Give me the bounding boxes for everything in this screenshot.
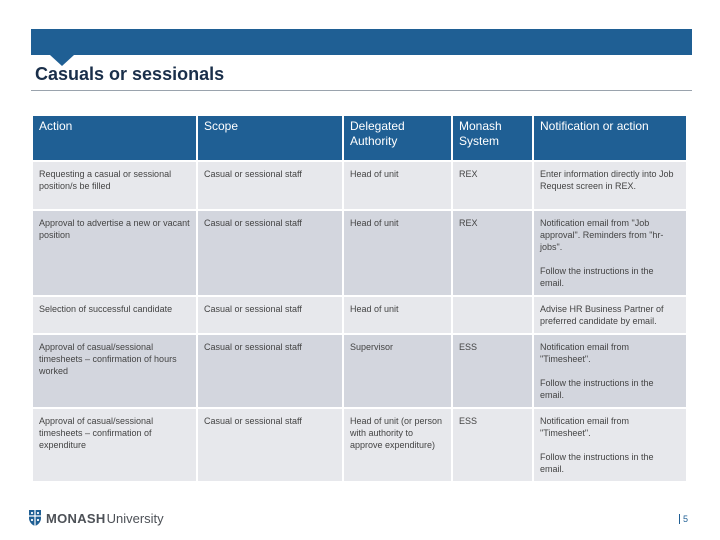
page-title: Casuals or sessionals xyxy=(35,64,225,84)
cell-scope: Casual or sessional staff xyxy=(196,295,344,335)
cell-notification: Advise HR Business Partner of preferred … xyxy=(532,295,688,335)
cell-authority: Head of unit xyxy=(342,160,453,211)
notification-instruction: Follow the instructions in the email. xyxy=(540,452,654,474)
cell-authority: Head of unit xyxy=(342,209,453,297)
notification-text: Enter information directly into Job Requ… xyxy=(540,169,674,191)
table-row: Approval of casual/sessional timesheets … xyxy=(31,407,688,483)
header-notification: Notification or action xyxy=(532,114,688,162)
header-bar xyxy=(31,29,692,55)
cell-authority: Head of unit (or person with authority t… xyxy=(342,407,453,483)
header-delegated-authority: Delegated Authority xyxy=(342,114,453,162)
cell-action: Approval to advertise a new or vacant po… xyxy=(31,209,198,297)
cell-notification: Notification email from "Timesheet". Fol… xyxy=(532,333,688,409)
cell-notification: Enter information directly into Job Requ… xyxy=(532,160,688,211)
notification-instruction: Follow the instructions in the email. xyxy=(540,378,654,400)
cell-authority: Supervisor xyxy=(342,333,453,409)
notification-text: Advise HR Business Partner of preferred … xyxy=(540,304,664,326)
cell-scope: Casual or sessional staff xyxy=(196,209,344,297)
table-row: Approval of casual/sessional timesheets … xyxy=(31,333,688,409)
logo-wordmark-monash: MONASH xyxy=(46,510,106,526)
cell-system: ESS xyxy=(451,407,534,483)
notification-text: Notification email from "Job approval". … xyxy=(540,218,664,252)
notification-text: Notification email from "Timesheet". xyxy=(540,342,630,364)
cell-system: REX xyxy=(451,209,534,297)
header-monash-system: Monash System xyxy=(451,114,534,162)
notification-text: Notification email from "Timesheet". xyxy=(540,416,630,438)
cell-action: Approval of casual/sessional timesheets … xyxy=(31,333,198,409)
header-notch xyxy=(50,55,74,66)
table-row: Selection of successful candidate Casual… xyxy=(31,295,688,335)
cell-notification: Notification email from "Job approval". … xyxy=(532,209,688,297)
page-number: 5 xyxy=(679,514,688,524)
cell-system: REX xyxy=(451,160,534,211)
logo-wordmark-university: University xyxy=(106,510,164,526)
delegation-table: Action Scope Delegated Authority Monash … xyxy=(31,114,688,483)
cell-scope: Casual or sessional staff xyxy=(196,333,344,409)
cell-system: ESS xyxy=(451,333,534,409)
title-divider xyxy=(31,90,692,91)
cell-notification: Notification email from "Timesheet". Fol… xyxy=(532,407,688,483)
monash-logo: MONASH University xyxy=(28,508,164,528)
header-scope: Scope xyxy=(196,114,344,162)
notification-instruction: Follow the instructions in the email. xyxy=(540,266,654,288)
cell-system xyxy=(451,295,534,335)
cell-action: Requesting a casual or sessional positio… xyxy=(31,160,198,211)
table-row: Requesting a casual or sessional positio… xyxy=(31,160,688,211)
cell-action: Approval of casual/sessional timesheets … xyxy=(31,407,198,483)
cell-scope: Casual or sessional staff xyxy=(196,160,344,211)
cell-authority: Head of unit xyxy=(342,295,453,335)
table-header-row: Action Scope Delegated Authority Monash … xyxy=(31,114,688,162)
header-action: Action xyxy=(31,114,198,162)
cell-action: Selection of successful candidate xyxy=(31,295,198,335)
monash-shield-icon xyxy=(29,510,41,526)
cell-scope: Casual or sessional staff xyxy=(196,407,344,483)
table-row: Approval to advertise a new or vacant po… xyxy=(31,209,688,297)
